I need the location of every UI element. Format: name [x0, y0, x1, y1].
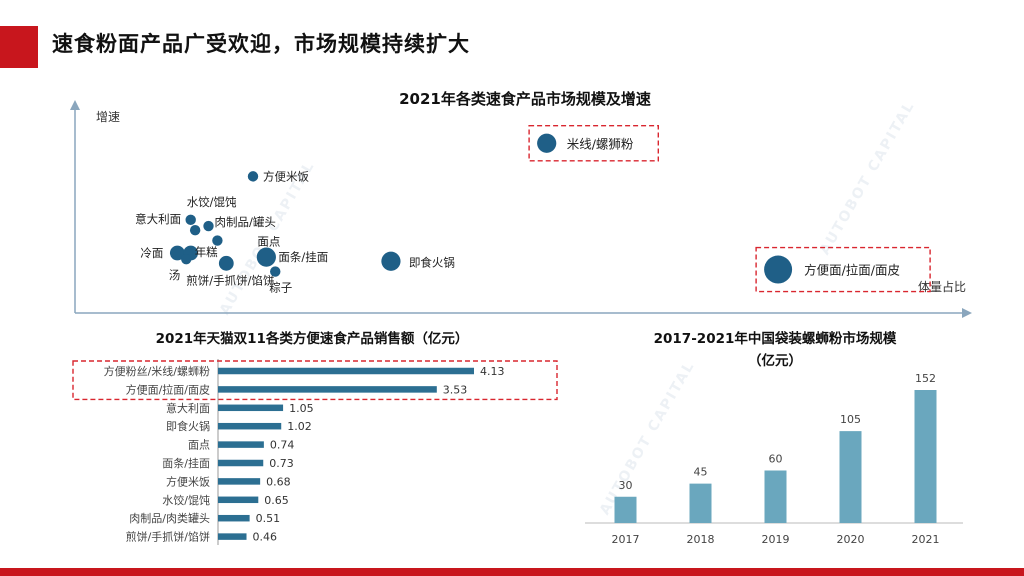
hbar-bar: [218, 367, 474, 375]
hbar-highlight-box: [72, 360, 558, 401]
hbar-value-label: 0.46: [253, 531, 277, 544]
y-axis-arrow: [70, 100, 80, 110]
hbar-title: 2021年天猫双11各类方便速食产品销售额（亿元）: [156, 330, 469, 347]
scatter-point: [218, 255, 234, 271]
vbar-bar: [914, 390, 937, 523]
hbar-category-label: 肉制品/肉类罐头: [129, 511, 210, 525]
scatter-chart: 2021年各类速食产品市场规模及增速 增速 体量占比 米线/螺狮粉方便米饭水饺/…: [70, 90, 972, 318]
hbar-chart: 2021年天猫双11各类方便速食产品销售额（亿元） 方便粉丝/米线/螺蛳粉 4.1…: [72, 330, 558, 545]
hbar-category-label: 方便米饭: [166, 474, 210, 488]
hbar-bar: [218, 459, 264, 467]
hbar-category-label: 煎饼/手抓饼/馅饼: [126, 530, 210, 544]
scatter-point: [189, 225, 201, 236]
scatter-point: [247, 171, 259, 182]
vbar-bar: [614, 496, 637, 523]
hbar-category-label: 面点: [188, 439, 210, 452]
scatter-point: [270, 266, 281, 277]
scatter-point-label: 肉制品/罐头: [215, 215, 276, 229]
scatter-point: [256, 247, 276, 267]
hbar-value-label: 3.53: [443, 383, 468, 396]
scatter-point-label: 即食火锅: [409, 255, 455, 269]
highlight-box: [528, 124, 659, 162]
hbar-bar: [218, 404, 284, 412]
scatter-point: [185, 214, 196, 226]
hbar-bar: [218, 478, 261, 485]
vbar-tick-label: 2021: [912, 533, 940, 546]
hbar-value-label: 0.68: [266, 475, 291, 488]
hbar-value-label: 1.05: [289, 402, 314, 415]
scatter-point-label: 水饺/馄饨: [187, 195, 237, 209]
scatter-point: [381, 251, 401, 271]
scatter-point-label: 意大利面: [135, 212, 181, 226]
scatter-point-label: 年糕: [195, 245, 218, 259]
hbar-bar: [218, 386, 437, 393]
hbar-bar: [218, 441, 264, 448]
scatter-point-label: 方便米饭: [263, 169, 309, 183]
vbar-subtitle: （亿元）: [748, 352, 802, 369]
hbar-bar: [218, 422, 282, 430]
scatter-point-label: 粽子: [269, 281, 292, 295]
vbar-value-label: 152: [915, 372, 936, 385]
vbar-tick-label: 2020: [837, 533, 865, 546]
scatter-point: [764, 255, 793, 284]
scatter-point: [537, 133, 557, 153]
hbar-category-label: 即食火锅: [166, 419, 210, 433]
vbar-tick-label: 2019: [762, 533, 790, 546]
scatter-point: [203, 220, 214, 232]
scatter-point-label: 方便面/拉面/面皮: [804, 263, 900, 278]
scatter-point: [212, 235, 223, 246]
vbar-bar: [839, 431, 862, 523]
hbar-category-label: 水饺/馄饨: [162, 493, 210, 507]
hbar-category-label: 方便粉丝/米线/螺蛳粉: [104, 364, 210, 378]
bottom-accent-bar: [0, 568, 1024, 576]
page-title: 速食粉面产品广受欢迎，市场规模持续扩大: [52, 32, 470, 56]
scatter-point-label: 冷面: [140, 246, 163, 260]
scatter-point-label: 面条/挂面: [278, 250, 328, 264]
hbar-value-label: 0.65: [264, 494, 289, 507]
vbar-value-label: 105: [840, 413, 861, 426]
hbar-value-label: 4.13: [480, 365, 505, 378]
hbar-category-label: 意大利面: [166, 401, 210, 415]
hbar-bar: [218, 514, 250, 522]
hbar-bar: [218, 533, 247, 540]
highlight-box: [755, 246, 931, 293]
vbar-value-label: 45: [694, 466, 708, 479]
vbar-tick-label: 2018: [687, 533, 715, 546]
scatter-point: [181, 253, 192, 265]
vbar-chart: 2017-2021年中国袋装螺蛳粉市场规模 （亿元） 30 2017 45 2018 6…: [585, 330, 963, 546]
vbar-bar: [689, 483, 712, 523]
hbar-value-label: 0.51: [256, 512, 281, 525]
scatter-point-label: 面点: [257, 235, 280, 249]
vbar-title: 2017-2021年中国袋装螺蛳粉市场规模: [654, 330, 897, 347]
y-axis-label: 增速: [96, 110, 120, 124]
vbar-value-label: 60: [769, 453, 783, 466]
x-axis-label: 体量占比: [918, 279, 966, 294]
scatter-title: 2021年各类速食产品市场规模及增速: [399, 90, 651, 108]
hbar-category-label: 面条/挂面: [162, 456, 210, 470]
vbar-value-label: 30: [619, 479, 633, 492]
vbar-bar: [764, 470, 787, 523]
title-accent-block: [0, 26, 38, 68]
vbar-tick-label: 2017: [612, 533, 640, 546]
hbar-value-label: 0.73: [269, 457, 294, 470]
hbar-value-label: 0.74: [270, 439, 295, 452]
scatter-point-label: 汤: [169, 268, 181, 282]
x-axis-arrow: [962, 308, 972, 318]
scatter-point: [169, 245, 185, 261]
hbar-category-label: 方便面/拉面/面皮: [126, 382, 210, 396]
scatter-point-label: 煎饼/手抓饼/馅饼: [186, 273, 274, 287]
hbar-bar: [218, 496, 259, 504]
scatter-point-label: 米线/螺狮粉: [567, 136, 634, 151]
hbar-value-label: 1.02: [287, 420, 312, 433]
